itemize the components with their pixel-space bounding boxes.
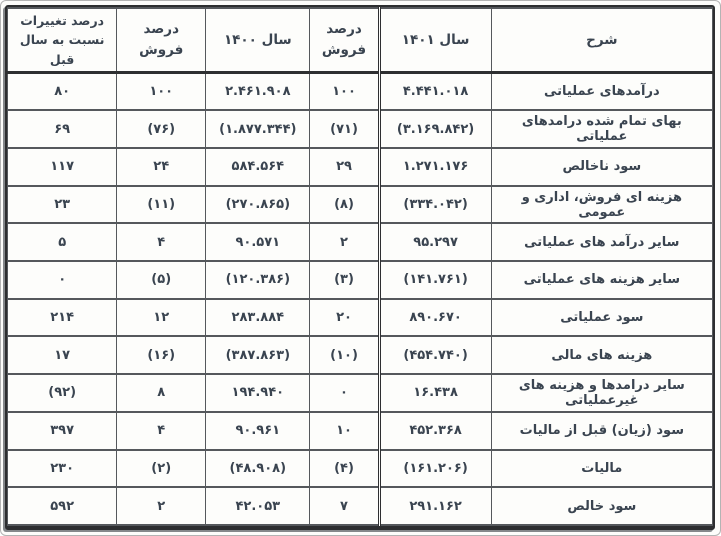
income-statement-table: شرح سال ۱۴۰۱ درصد فروش سال ۱۴۰۰ درصد فرو… — [6, 7, 714, 526]
cell-sales-pct-1400: ۴ — [116, 410, 207, 451]
cell-sales-pct-1401: (۴) — [309, 448, 380, 489]
cell-change-pct: ۲۳ — [6, 184, 118, 225]
header-row: شرح سال ۱۴۰۱ درصد فروش سال ۱۴۰۰ درصد فرو… — [6, 7, 714, 75]
cell-year-1401: ۱.۲۷۱.۱۷۶ — [377, 147, 492, 187]
cell-description: سود (زیان) قبل از مالیات — [490, 410, 714, 451]
cell-change-pct: ۵۹۲ — [6, 486, 118, 526]
cell-year-1401: ۴.۴۴۱.۰۱۸ — [377, 71, 492, 112]
cell-sales-pct-1400: (۷۶) — [116, 109, 207, 149]
cell-sales-pct-1400: ۲۴ — [116, 147, 207, 187]
cell-change-pct: ۳۹۷ — [6, 410, 118, 451]
cell-sales-pct-1400: (۱۶) — [116, 335, 207, 376]
table-body: درآمدهای عملیاتی ۴.۴۴۱.۰۱۸ ۱۰۰ ۲.۴۶۱.۹۰۸… — [6, 71, 714, 526]
cell-description: درآمدهای عملیاتی — [490, 71, 714, 112]
cell-year-1400: ۵۸۴.۵۶۴ — [205, 147, 311, 187]
column-header-description: شرح — [490, 7, 714, 75]
cell-year-1401: (۱۶۱.۲۰۶) — [377, 448, 492, 489]
cell-year-1400: (۲۷۰.۸۶۵) — [205, 184, 311, 225]
cell-sales-pct-1400: ۲ — [116, 486, 207, 526]
cell-change-pct: (۹۲) — [6, 373, 118, 413]
column-header-sales-pct-1401: درصد فروش — [309, 7, 380, 75]
cell-year-1401: (۱۴۱.۷۶۱) — [377, 260, 492, 300]
table-row: سایر هزینه های عملیاتی (۱۴۱.۷۶۱) (۳) (۱۲… — [6, 260, 714, 300]
cell-sales-pct-1401: ۲۰ — [309, 297, 380, 338]
table-row: هزینه ای فروش، اداری و عمومی (۳۳۴.۰۴۲) (… — [6, 184, 714, 225]
cell-sales-pct-1400: (۲) — [116, 448, 207, 489]
table-row: هزینه های مالی (۴۵۴.۷۴۰) (۱۰) (۳۸۷.۸۶۳) … — [6, 335, 714, 376]
cell-change-pct: ۲۳۰ — [6, 448, 118, 489]
cell-year-1401: ۲۹۱.۱۶۲ — [377, 486, 492, 526]
column-header-change-pct: درصد تغییرات نسبت به سال قبل — [6, 7, 118, 75]
cell-sales-pct-1401: ۲ — [309, 222, 380, 263]
table-row: سود خالص ۲۹۱.۱۶۲ ۷ ۴۲.۰۵۳ ۲ ۵۹۲ — [6, 486, 714, 526]
table-row: مالیات (۱۶۱.۲۰۶) (۴) (۴۸.۹۰۸) (۲) ۲۳۰ — [6, 448, 714, 489]
cell-year-1400: (۴۸.۹۰۸) — [205, 448, 311, 489]
cell-change-pct: ۸۰ — [6, 71, 118, 112]
table-row: درآمدهای عملیاتی ۴.۴۴۱.۰۱۸ ۱۰۰ ۲.۴۶۱.۹۰۸… — [6, 71, 714, 112]
cell-change-pct: ۰ — [6, 260, 118, 300]
cell-description: سایر درآمد های عملیاتی — [490, 222, 714, 263]
column-header-year-1400: سال ۱۴۰۰ — [205, 7, 311, 75]
cell-description: هزینه های مالی — [490, 335, 714, 376]
cell-year-1400: ۹۰.۹۶۱ — [205, 410, 311, 451]
cell-description: سایر هزینه های عملیاتی — [490, 260, 714, 300]
cell-description: سود خالص — [490, 486, 714, 526]
cell-description: هزینه ای فروش، اداری و عمومی — [490, 184, 714, 225]
cell-year-1400: (۱.۸۷۷.۳۴۴) — [205, 109, 311, 149]
cell-sales-pct-1401: (۷۱) — [309, 109, 380, 149]
cell-year-1401: (۳.۱۶۹.۸۴۲) — [377, 109, 492, 149]
column-header-year-1401: سال ۱۴۰۱ — [377, 7, 492, 75]
cell-year-1401: (۳۳۴.۰۴۲) — [377, 184, 492, 225]
cell-year-1400: ۱۹۴.۹۴۰ — [205, 373, 311, 413]
cell-description: سایر درامدها و هزینه های غیرعملیاتی — [490, 373, 714, 413]
cell-sales-pct-1401: ۲۹ — [309, 147, 380, 187]
cell-sales-pct-1401: ۱۰۰ — [309, 71, 380, 112]
cell-sales-pct-1400: (۵) — [116, 260, 207, 300]
cell-change-pct: ۶۹ — [6, 109, 118, 149]
cell-year-1401: (۴۵۴.۷۴۰) — [377, 335, 492, 376]
cell-description: مالیات — [490, 448, 714, 489]
cell-sales-pct-1400: ۱۲ — [116, 297, 207, 338]
cell-sales-pct-1401: (۱۰) — [309, 335, 380, 376]
cell-year-1401: ۹۵.۲۹۷ — [377, 222, 492, 263]
cell-year-1400: (۳۸۷.۸۶۳) — [205, 335, 311, 376]
cell-sales-pct-1400: ۸ — [116, 373, 207, 413]
cell-year-1400: ۲.۴۶۱.۹۰۸ — [205, 71, 311, 112]
cell-year-1400: ۲۸۳.۸۸۴ — [205, 297, 311, 338]
table-row: بهای تمام شده درامدهای عملیاتی (۳.۱۶۹.۸۴… — [6, 109, 714, 149]
table-frame: شرح سال ۱۴۰۱ درصد فروش سال ۱۴۰۰ درصد فرو… — [5, 5, 715, 530]
cell-sales-pct-1401: (۳) — [309, 260, 380, 300]
cell-description: بهای تمام شده درامدهای عملیاتی — [490, 109, 714, 149]
cell-year-1401: ۴۵۲.۳۶۸ — [377, 410, 492, 451]
table-row: سود عملیاتی ۸۹۰.۶۷۰ ۲۰ ۲۸۳.۸۸۴ ۱۲ ۲۱۴ — [6, 297, 714, 338]
cell-year-1401: ۱۶.۴۳۸ — [377, 373, 492, 413]
cell-sales-pct-1400: ۱۰۰ — [116, 71, 207, 112]
table-row: سود (زیان) قبل از مالیات ۴۵۲.۳۶۸ ۱۰ ۹۰.۹… — [6, 410, 714, 451]
cell-description: سود عملیاتی — [490, 297, 714, 338]
cell-sales-pct-1400: (۱۱) — [116, 184, 207, 225]
cell-sales-pct-1400: ۴ — [116, 222, 207, 263]
cell-sales-pct-1401: ۰ — [309, 373, 380, 413]
cell-year-1400: (۱۲۰.۳۸۶) — [205, 260, 311, 300]
cell-sales-pct-1401: ۱۰ — [309, 410, 380, 451]
cell-description: سود ناخالص — [490, 147, 714, 187]
cell-sales-pct-1401: ۷ — [309, 486, 380, 526]
cell-change-pct: ۵ — [6, 222, 118, 263]
table-row: سایر درامدها و هزینه های غیرعملیاتی ۱۶.۴… — [6, 373, 714, 413]
table-row: سود ناخالص ۱.۲۷۱.۱۷۶ ۲۹ ۵۸۴.۵۶۴ ۲۴ ۱۱۷ — [6, 147, 714, 187]
cell-year-1401: ۸۹۰.۶۷۰ — [377, 297, 492, 338]
cell-sales-pct-1401: (۸) — [309, 184, 380, 225]
column-header-sales-pct-1400: درصد فروش — [116, 7, 207, 75]
cell-change-pct: ۲۱۴ — [6, 297, 118, 338]
cell-change-pct: ۱۷ — [6, 335, 118, 376]
cell-change-pct: ۱۱۷ — [6, 147, 118, 187]
cell-year-1400: ۴۲.۰۵۳ — [205, 486, 311, 526]
table-row: سایر درآمد های عملیاتی ۹۵.۲۹۷ ۲ ۹۰.۵۷۱ ۴… — [6, 222, 714, 263]
cell-year-1400: ۹۰.۵۷۱ — [205, 222, 311, 263]
